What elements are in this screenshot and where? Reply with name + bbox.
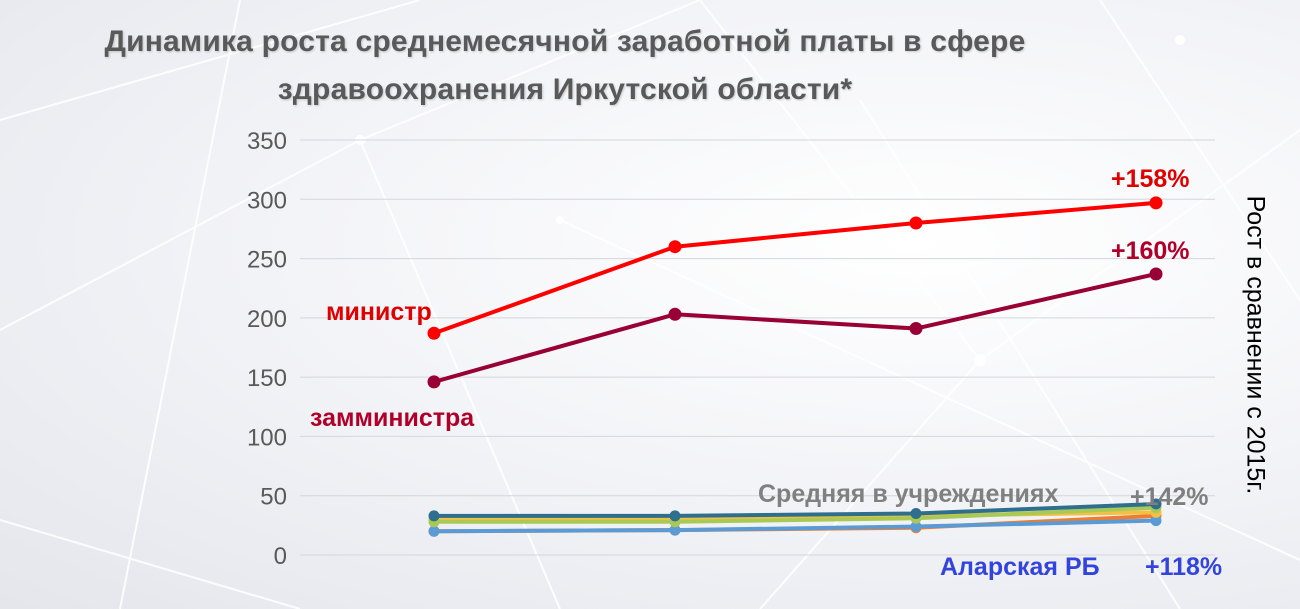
series-labels: министр замминистра Средняя в учреждения… [310, 165, 1222, 581]
growth-axis-label: Рост в сравнении с 2015г. [1241, 195, 1270, 495]
end-label-alarskaya: +118% [1145, 553, 1222, 581]
series-5-point-0 [428, 525, 440, 537]
series-1-point-2 [909, 322, 923, 336]
series-0-point-0 [427, 326, 441, 340]
series-line-1 [433, 272, 1157, 384]
series-line-3 [434, 505, 1157, 524]
chart-title: Динамика роста среднемесячной заработной… [0, 18, 1130, 114]
series-0-point-3 [1149, 196, 1163, 210]
series-1-point-1 [668, 307, 682, 321]
series-5-point-2 [910, 521, 922, 533]
series-0-point-1 [668, 240, 682, 254]
end-label-minister: +158% [1111, 165, 1190, 193]
end-label-deputy-minister: +160% [1111, 237, 1190, 265]
chart-title-line2: здравоохранения Иркутской области* [277, 73, 853, 106]
series-1 [427, 267, 1163, 389]
series-5-point-3 [1150, 515, 1162, 527]
series-label-alarskaya: Аларская РБ [940, 553, 1100, 581]
series-1-point-3 [1149, 267, 1163, 281]
series-line-2 [434, 502, 1157, 518]
y-tick-label-150: 150 [247, 365, 287, 392]
series-line-5 [433, 518, 1157, 534]
series-2-point-1 [669, 510, 681, 522]
series-0 [427, 196, 1163, 340]
y-axis-tick-labels: 0 50 100 150 200 250 300 350 [247, 128, 287, 570]
y-tick-label-50: 50 [260, 484, 287, 511]
series-2-point-0 [428, 510, 440, 522]
series-2 [428, 498, 1162, 522]
series-2-point-2 [910, 508, 922, 519]
chart-title-line1: Динамика роста среднемесячной заработной… [104, 25, 1026, 58]
y-tick-label-0: 0 [274, 543, 287, 570]
series-1-point-0 [427, 375, 441, 389]
series-5-point-1 [669, 524, 681, 536]
y-tick-label-200: 200 [247, 306, 287, 333]
series-label-deputy-minister: замминистра [310, 404, 475, 432]
series-2-point-3 [1150, 498, 1162, 510]
y-tick-label-300: 300 [247, 187, 287, 214]
series-label-average: Средняя в учреждениях [758, 480, 1058, 508]
gridlines [300, 139, 1215, 556]
series-0-point-2 [909, 216, 923, 230]
y-tick-label-250: 250 [247, 247, 287, 274]
series-lines [427, 196, 1163, 537]
series-label-minister: министр [326, 298, 432, 326]
series-line-0 [433, 200, 1157, 336]
series-5 [428, 515, 1162, 537]
y-tick-label-100: 100 [247, 424, 287, 451]
end-label-average: +142% [1130, 483, 1209, 511]
y-tick-label-350: 350 [247, 128, 287, 155]
